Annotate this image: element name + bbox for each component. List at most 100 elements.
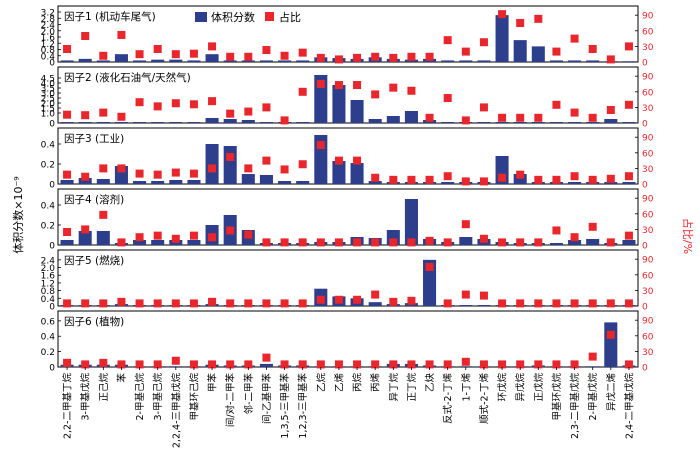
share-marker (244, 107, 253, 116)
bar (586, 366, 600, 367)
share-marker (262, 156, 271, 165)
bar (133, 60, 147, 62)
bar (114, 54, 128, 62)
bar (459, 366, 473, 367)
share-marker (189, 299, 198, 308)
share-marker (298, 299, 307, 308)
bar (495, 122, 509, 123)
x-tick-label: 丙烷 (352, 373, 364, 393)
x-tick-label: 2-甲基戊烷 (587, 373, 599, 421)
x-tick-label: 3-甲基戊烷 (80, 373, 92, 421)
share-marker (189, 231, 198, 240)
bar (368, 119, 382, 123)
y-axis-left-label: 体积分数×10⁻⁹ (11, 176, 25, 253)
bar (350, 163, 364, 184)
bar (259, 175, 273, 184)
share-marker (606, 55, 615, 64)
bar (241, 60, 255, 62)
bar (586, 60, 600, 62)
bar (549, 243, 563, 245)
share-marker (425, 236, 434, 245)
bar (78, 58, 92, 62)
x-tick-label: 乙烷 (315, 373, 327, 393)
share-marker (588, 299, 597, 308)
share-marker (570, 360, 579, 369)
left-tick-label: 0.4 (41, 141, 56, 151)
bar (223, 60, 237, 62)
share-marker (135, 299, 144, 308)
share-marker (280, 165, 289, 174)
share-marker (280, 116, 289, 125)
right-tick-label: 30 (642, 165, 654, 175)
bar (259, 122, 273, 123)
legend-bar-label: 体积分数 (211, 10, 255, 24)
share-marker (99, 358, 108, 367)
bar (96, 179, 110, 184)
bar (60, 60, 74, 62)
panel-frame (57, 127, 639, 185)
left-tick-label: 0.8 (41, 46, 56, 56)
bar (259, 363, 273, 367)
share-marker (498, 173, 507, 182)
x-tick-label: 乙炔 (424, 373, 436, 393)
bar (151, 240, 165, 245)
bar (78, 178, 92, 184)
share-marker (244, 360, 253, 369)
bar (96, 60, 110, 62)
bar (332, 85, 346, 123)
panel-label: 因子3 (工业) (64, 133, 124, 145)
panel-frame (57, 5, 639, 63)
x-tick-label: 丙烯 (370, 373, 382, 393)
bar (404, 111, 418, 123)
left-tick-label: 1.2 (41, 279, 55, 289)
bar (549, 60, 563, 62)
left-tick-label: 0.2 (41, 161, 55, 171)
share-marker (498, 360, 507, 369)
share-marker (135, 233, 144, 242)
share-marker (353, 295, 362, 304)
bar (441, 122, 455, 123)
share-marker (425, 52, 434, 61)
x-tick-label: 2,3-二甲基戊烷 (569, 373, 581, 440)
share-marker (334, 81, 343, 90)
share-marker (588, 45, 597, 53)
bar (187, 180, 201, 184)
share-marker (552, 299, 561, 308)
panel-label: 因子1 (机动车尾气) (64, 10, 156, 23)
share-marker (153, 170, 162, 179)
bar (368, 302, 382, 306)
panel-3: 0 0.2 0.4 0 30 60 90 因子3 (工业) (41, 127, 654, 191)
share-marker (280, 238, 289, 247)
share-marker (461, 357, 470, 366)
share-marker (570, 108, 579, 117)
bar (350, 100, 364, 123)
bar (531, 122, 545, 123)
bar (495, 15, 509, 62)
bar (568, 182, 582, 184)
panel-label: 因子6 (植物) (64, 315, 124, 328)
share-marker (407, 360, 416, 369)
bar (78, 122, 92, 123)
share-marker (153, 360, 162, 369)
share-marker (117, 164, 126, 173)
share-marker (479, 38, 488, 47)
share-marker (226, 52, 235, 61)
x-tick-label: 顺式-2-丁烯 (478, 373, 490, 424)
share-marker (425, 360, 434, 369)
bar (205, 144, 219, 184)
left-tick-label: 2.5 (41, 95, 55, 105)
share-marker (570, 299, 579, 308)
share-marker (534, 360, 543, 369)
x-tick-label: 间/对-二甲苯 (225, 373, 237, 428)
left-tick-label: 3.0 (41, 90, 56, 100)
bar (386, 116, 400, 123)
share-marker (371, 173, 380, 182)
share-marker (189, 360, 198, 369)
bar (531, 46, 545, 62)
share-marker (262, 299, 271, 308)
x-tick-label: 2,2-二甲基丁烷 (62, 373, 74, 440)
bar (296, 181, 310, 184)
x-tick-label: 异戊烷 (515, 373, 527, 402)
share-marker (389, 53, 398, 62)
